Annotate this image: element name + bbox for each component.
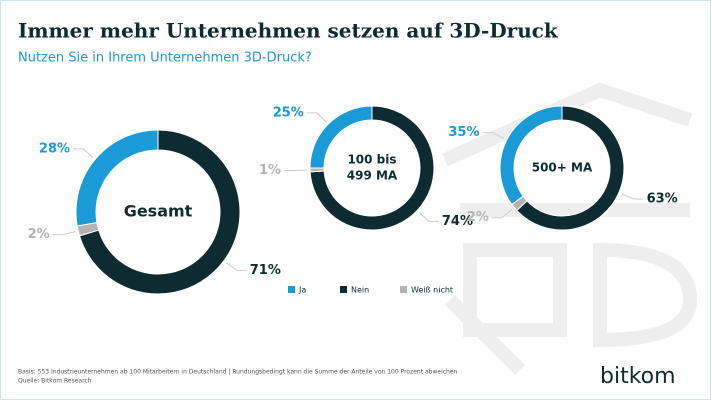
brand-logo: bitkom <box>600 364 676 389</box>
legend-label: Nein <box>351 286 369 295</box>
value-label: 71% <box>250 263 281 278</box>
center-label: 100 bis <box>347 153 396 167</box>
watermark <box>442 82 698 375</box>
leader-line <box>306 112 327 123</box>
value-label: 35% <box>448 125 479 140</box>
leader-line <box>52 231 76 236</box>
center-label: 499 MA <box>347 169 398 183</box>
legend-label: Weiß nicht <box>411 286 453 295</box>
value-label: 63% <box>647 191 678 206</box>
leader-line <box>225 262 247 271</box>
leader-line <box>419 212 439 222</box>
leader-line <box>482 132 505 139</box>
value-label: 28% <box>39 141 70 156</box>
subtitle: Nutzen Sie in Ihrem Unternehmen 3D-Druck… <box>18 51 312 66</box>
donut-segment <box>309 105 373 169</box>
value-label: 2% <box>467 210 489 225</box>
center-label: Gesamt <box>124 202 193 221</box>
donut-segment <box>309 167 325 173</box>
donut-segment <box>75 129 159 227</box>
legend-label: Ja <box>298 286 306 295</box>
leader-line <box>73 148 94 158</box>
legend-swatch <box>288 286 295 293</box>
value-label: 25% <box>273 105 304 120</box>
legend-swatch <box>400 286 407 293</box>
leader-line <box>621 193 644 200</box>
value-label: 2% <box>28 227 50 242</box>
donut-segment <box>309 105 435 231</box>
legend-swatch <box>340 286 347 293</box>
center-label: 500+ MA <box>532 161 593 175</box>
leader-line <box>491 209 513 219</box>
source: Quelle: Bitkom Research <box>18 378 92 385</box>
donut-segment <box>78 129 241 295</box>
donut-segment <box>499 105 563 206</box>
title: Immer mehr Unternehmen setzen auf 3D-Dru… <box>18 19 559 43</box>
value-label: 1% <box>259 163 281 178</box>
notes: Basis: 553 Industrieunternehmen ab 100 M… <box>18 369 458 376</box>
donut-segment <box>516 105 625 231</box>
value-label: 74% <box>442 214 473 229</box>
